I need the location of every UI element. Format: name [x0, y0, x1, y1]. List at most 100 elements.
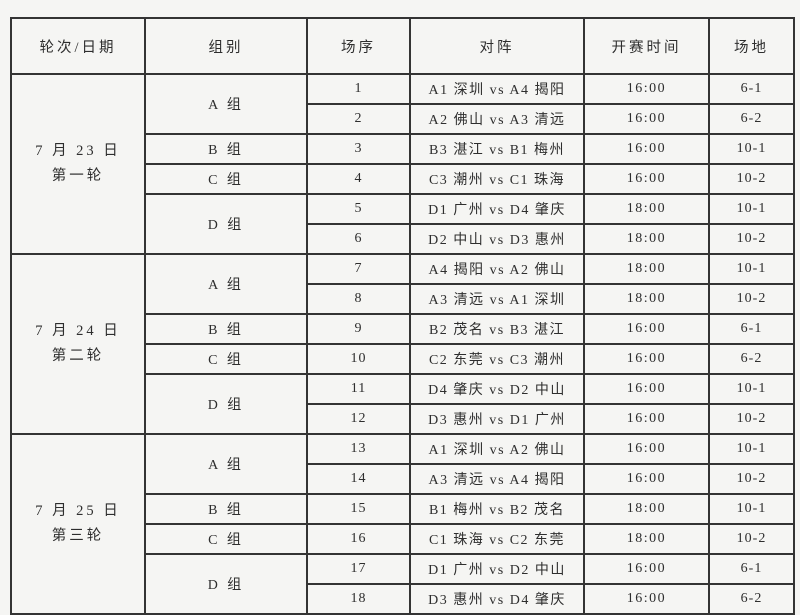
- header-round-date: 轮次/日期: [10, 17, 146, 75]
- venue-cell: 6-2: [708, 343, 795, 375]
- header-group: 组别: [144, 17, 308, 75]
- time-cell: 16:00: [583, 103, 710, 135]
- match-no-cell: 8: [306, 283, 411, 315]
- table-row: B 组 15 B1 梅州 vs B2 茂名 18:00 10-1: [11, 493, 795, 525]
- match-no-cell: 16: [306, 523, 411, 555]
- match-schedule-table: 轮次/日期 组别 场序 对阵 开赛时间 场地 7 月 23 日 第一轮 A 组 …: [10, 17, 795, 615]
- time-cell: 16:00: [583, 73, 710, 105]
- table-row: 12 D3 惠州 vs D1 广州 16:00 10-2: [11, 403, 795, 435]
- match-no-cell: 5: [306, 193, 411, 225]
- venue-cell: 10-1: [708, 433, 795, 465]
- round-date: 7 月 25 日: [35, 503, 121, 520]
- page: 轮次/日期 组别 场序 对阵 开赛时间 场地 7 月 23 日 第一轮 A 组 …: [10, 17, 795, 615]
- pairing-cell: A4 揭阳 vs A2 佛山: [409, 253, 585, 285]
- group-cell: A 组: [144, 433, 308, 495]
- round-name: 第一轮: [51, 168, 105, 184]
- time-cell: 16:00: [583, 403, 710, 435]
- group-cell: D 组: [144, 373, 308, 435]
- group-cell: D 组: [144, 193, 308, 255]
- table-row: B 组 3 B3 湛江 vs B1 梅州 16:00 10-1: [11, 133, 795, 165]
- time-cell: 18:00: [583, 223, 710, 255]
- header-match-no: 场序: [306, 17, 411, 75]
- pairing-cell: A2 佛山 vs A3 清远: [409, 103, 585, 135]
- time-cell: 16:00: [583, 343, 710, 375]
- table-row: C 组 4 C3 潮州 vs C1 珠海 16:00 10-2: [11, 163, 795, 195]
- table-row: D 组 5 D1 广州 vs D4 肇庆 18:00 10-1: [11, 193, 795, 255]
- venue-cell: 6-2: [708, 583, 795, 615]
- pairing-cell: B2 茂名 vs B3 湛江: [409, 313, 585, 345]
- venue-cell: 10-2: [708, 223, 795, 255]
- pairing-cell: D1 广州 vs D2 中山: [409, 553, 585, 585]
- pairing-cell: C1 珠海 vs C2 东莞: [409, 523, 585, 555]
- group-cell: B 组: [144, 493, 308, 525]
- match-no-cell: 18: [306, 583, 411, 615]
- pairing-cell: C2 东莞 vs C3 潮州: [409, 343, 585, 375]
- group-cell: C 组: [144, 343, 308, 375]
- round-date-cell: 7 月 24 日 第二轮: [10, 253, 146, 435]
- time-cell: 16:00: [583, 313, 710, 345]
- table-row: 7 月 23 日 第一轮 A 组 1 A1 深圳 vs A4 揭阳 16:00 …: [10, 73, 795, 255]
- time-cell: 16:00: [583, 373, 710, 405]
- time-cell: 18:00: [583, 253, 710, 285]
- pairing-cell: D3 惠州 vs D4 肇庆: [409, 583, 585, 615]
- pairing-cell: C3 潮州 vs C1 珠海: [409, 163, 585, 195]
- pairing-cell: D2 中山 vs D3 惠州: [409, 223, 585, 255]
- group-cell: B 组: [144, 133, 308, 165]
- table-row: D 组 11 D4 肇庆 vs D2 中山 16:00 10-1: [11, 373, 795, 435]
- time-cell: 16:00: [583, 433, 710, 465]
- time-cell: 16:00: [583, 553, 710, 585]
- round-name: 第二轮: [51, 348, 105, 364]
- header-row: 轮次/日期 组别 场序 对阵 开赛时间 场地: [10, 17, 795, 75]
- venue-cell: 6-2: [708, 103, 795, 135]
- table-row: 8 A3 清远 vs A1 深圳 18:00 10-2: [11, 283, 795, 315]
- table-row: 7 月 25 日 第三轮 A 组 13 A1 深圳 vs A2 佛山 16:00…: [10, 433, 795, 615]
- time-cell: 16:00: [583, 163, 710, 195]
- match-no-cell: 11: [306, 373, 411, 405]
- header-start-time: 开赛时间: [583, 17, 710, 75]
- round-date: 7 月 24 日: [35, 323, 121, 340]
- header-pairing: 对阵: [409, 17, 585, 75]
- venue-cell: 10-1: [708, 493, 795, 525]
- pairing-cell: A3 清远 vs A4 揭阳: [409, 463, 585, 495]
- match-no-cell: 2: [306, 103, 411, 135]
- venue-cell: 10-2: [708, 163, 795, 195]
- time-cell: 18:00: [583, 283, 710, 315]
- pairing-cell: B1 梅州 vs B2 茂名: [409, 493, 585, 525]
- table-row: 6 D2 中山 vs D3 惠州 18:00 10-2: [11, 223, 795, 255]
- table-row: C 组 10 C2 东莞 vs C3 潮州 16:00 6-2: [11, 343, 795, 375]
- venue-cell: 10-2: [708, 283, 795, 315]
- group-cell: C 组: [144, 163, 308, 195]
- time-cell: 16:00: [583, 463, 710, 495]
- pairing-cell: A1 深圳 vs A2 佛山: [409, 433, 585, 465]
- pairing-cell: B3 湛江 vs B1 梅州: [409, 133, 585, 165]
- round-name: 第三轮: [51, 528, 105, 544]
- group-cell: B 组: [144, 313, 308, 345]
- venue-cell: 10-2: [708, 403, 795, 435]
- header-venue: 场地: [708, 17, 795, 75]
- round-date-cell: 7 月 23 日 第一轮: [10, 73, 146, 255]
- table-row: 2 A2 佛山 vs A3 清远 16:00 6-2: [11, 103, 795, 135]
- table-row: 14 A3 清远 vs A4 揭阳 16:00 10-2: [11, 463, 795, 495]
- match-no-cell: 10: [306, 343, 411, 375]
- time-cell: 18:00: [583, 523, 710, 555]
- pairing-cell: D1 广州 vs D4 肇庆: [409, 193, 585, 225]
- round-date-cell: 7 月 25 日 第三轮: [10, 433, 146, 615]
- match-no-cell: 4: [306, 163, 411, 195]
- match-no-cell: 3: [306, 133, 411, 165]
- round-date: 7 月 23 日: [35, 143, 121, 160]
- match-no-cell: 17: [306, 553, 411, 585]
- group-cell: D 组: [144, 553, 308, 615]
- time-cell: 18:00: [583, 493, 710, 525]
- time-cell: 16:00: [583, 583, 710, 615]
- match-no-cell: 9: [306, 313, 411, 345]
- venue-cell: 6-1: [708, 73, 795, 105]
- time-cell: 18:00: [583, 193, 710, 225]
- match-no-cell: 12: [306, 403, 411, 435]
- match-no-cell: 14: [306, 463, 411, 495]
- time-cell: 16:00: [583, 133, 710, 165]
- match-no-cell: 15: [306, 493, 411, 525]
- group-cell: A 组: [144, 253, 308, 315]
- pairing-cell: D3 惠州 vs D1 广州: [409, 403, 585, 435]
- group-cell: C 组: [144, 523, 308, 555]
- venue-cell: 10-1: [708, 373, 795, 405]
